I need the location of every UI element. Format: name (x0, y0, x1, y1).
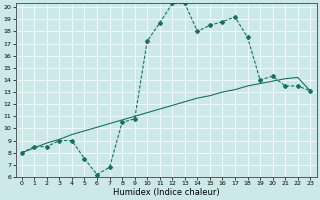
X-axis label: Humidex (Indice chaleur): Humidex (Indice chaleur) (113, 188, 219, 197)
